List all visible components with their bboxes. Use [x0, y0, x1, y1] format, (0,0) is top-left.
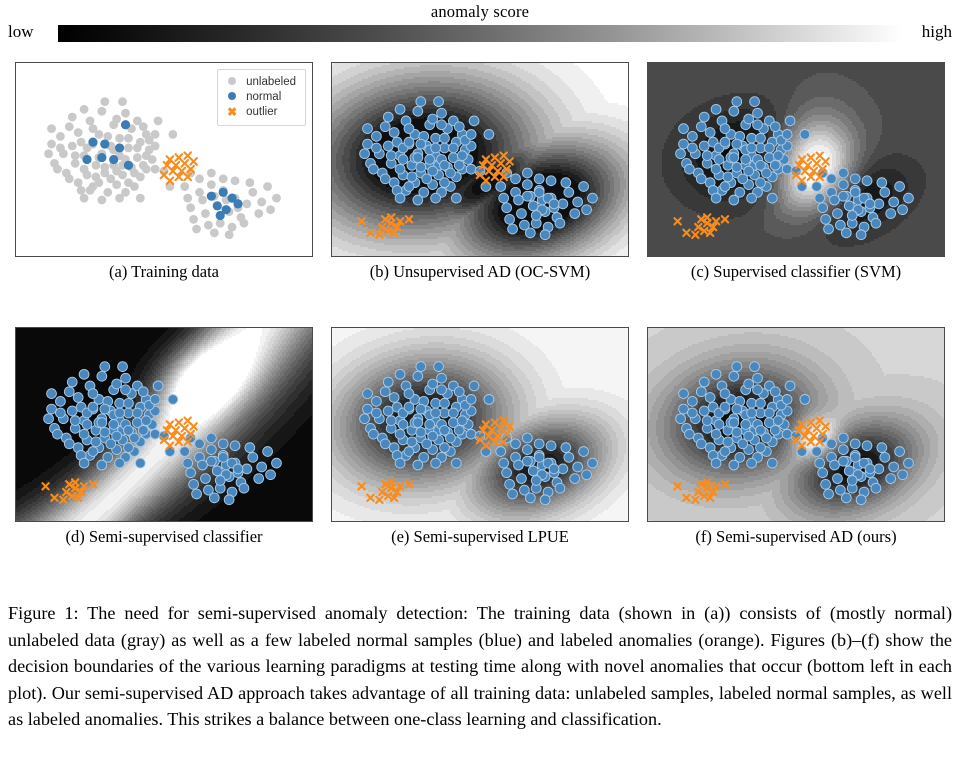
- panel-b-caption: (b) Unsupervised AD (OC-SVM): [369, 262, 591, 281]
- legend-item-normal: normal: [225, 90, 296, 105]
- circle-icon: [225, 75, 239, 90]
- legend-item-outlier: ✖ outlier: [225, 105, 296, 120]
- legend-label-normal: normal: [246, 91, 282, 103]
- colorbar-high-label: high: [921, 22, 952, 41]
- legend-label-unlabeled: unlabeled: [246, 76, 296, 88]
- figure-caption: Figure 1: The need for semi-supervised a…: [8, 603, 952, 730]
- panel-e-caption: (e) Semi-supervised LPUE: [391, 527, 569, 546]
- panel-b-scatter: [357, 96, 598, 241]
- colorbar-low-label: low: [8, 22, 34, 41]
- panel-f-scatter: [673, 361, 914, 506]
- legend-label-outlier: outlier: [246, 106, 278, 118]
- circle-icon: [225, 90, 239, 105]
- cross-icon: ✖: [227, 105, 238, 119]
- panel-c-caption: (c) Supervised classifier (SVM): [690, 262, 902, 281]
- panel-d-plot: [15, 327, 313, 522]
- panel-d-caption: (d) Semi-supervised classifier: [65, 527, 263, 546]
- panel-e-scatter: [357, 361, 598, 506]
- panel-c-scatter: [673, 96, 914, 241]
- colorbar-title: anomaly score: [430, 2, 530, 21]
- panel-e-plot: [331, 327, 629, 522]
- panel-c-plot: [647, 62, 945, 257]
- panel-a-caption: (a) Training data: [109, 262, 219, 281]
- panel-d-scatter: [41, 361, 282, 506]
- panel-f-plot: [647, 327, 945, 522]
- legend: unlabeled normal ✖ outlier: [217, 69, 306, 126]
- legend-item-unlabeled: unlabeled: [225, 75, 296, 90]
- panel-a-plot: unlabeled normal ✖ outlier: [15, 62, 313, 257]
- panel-a-scatter: [44, 97, 281, 240]
- panel-f-caption: (f) Semi-supervised AD (ours): [695, 527, 897, 546]
- colorbar-block: anomaly score low high: [0, 0, 960, 52]
- panel-b-plot: [331, 62, 629, 257]
- colorbar-gradient: [58, 25, 902, 42]
